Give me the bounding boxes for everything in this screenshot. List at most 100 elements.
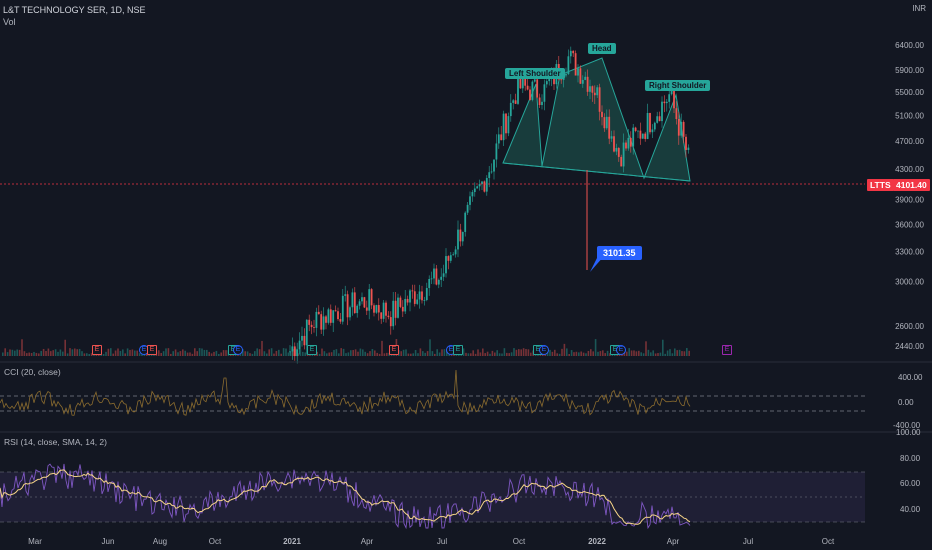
volume-bar: [278, 349, 280, 356]
volume-bar: [218, 353, 220, 356]
volume-bar: [71, 349, 74, 356]
candle-body: [665, 101, 668, 104]
volume-bar: [198, 348, 201, 356]
candle-body: [493, 159, 495, 172]
volume-bar: [105, 351, 107, 356]
volume-bar: [76, 349, 78, 356]
candle-body: [632, 127, 635, 147]
candle-body: [363, 297, 366, 308]
price-tick-5: 4700.00: [895, 137, 924, 146]
candle-body: [365, 307, 368, 311]
volume-bar: [654, 353, 657, 356]
candle-body: [409, 290, 411, 303]
left-shoulder-label[interactable]: Left Shoulder: [505, 68, 565, 79]
volume-bar: [258, 349, 261, 356]
candle-body: [634, 127, 637, 131]
event-marker[interactable]: E: [147, 345, 157, 355]
volume-bar: [602, 350, 604, 356]
volume-bar: [201, 348, 203, 356]
event-marker[interactable]: E: [722, 345, 732, 355]
volume-bar: [484, 353, 486, 356]
candle-body: [488, 172, 491, 179]
volume-bar: [263, 351, 266, 356]
candle-body: [481, 181, 483, 185]
volume-bar: [326, 353, 328, 356]
event-marker[interactable]: E: [92, 345, 102, 355]
candle-body: [517, 73, 519, 104]
candle-body: [425, 288, 428, 301]
volume-bar: [40, 350, 42, 356]
volume-bar: [88, 353, 90, 356]
event-marker[interactable]: E: [453, 345, 463, 355]
volume-bar: [599, 351, 602, 356]
volume-bar: [518, 349, 520, 356]
candle-body: [622, 142, 625, 167]
time-tick-7: Oct: [513, 537, 526, 546]
volume-bar: [352, 350, 354, 356]
volume-bar: [383, 353, 386, 356]
candle-body: [610, 136, 613, 139]
volume-bar: [597, 351, 599, 356]
volume-bar: [64, 339, 66, 356]
event-marker[interactable]: E: [307, 345, 317, 355]
candle-body: [574, 53, 577, 76]
candle-body: [320, 314, 323, 330]
price-tick-4: 5100.00: [895, 112, 924, 121]
volume-bar: [666, 350, 669, 356]
candle-body: [380, 312, 383, 319]
rsi-tick-60: 60.00: [900, 479, 921, 488]
volume-bar: [30, 352, 33, 356]
target-callout-pointer: [590, 256, 604, 272]
candle-body: [298, 340, 301, 350]
time-tick-10: Jul: [743, 537, 753, 546]
candle-body: [445, 256, 447, 274]
volume-bar: [652, 350, 654, 356]
volume-bar: [551, 351, 554, 356]
candle-body: [685, 136, 687, 150]
candle-body: [435, 268, 438, 285]
candle-body: [586, 76, 589, 92]
volume-bar: [54, 349, 57, 356]
target-price-label[interactable]: 3101.35: [597, 246, 642, 260]
right-shoulder-label[interactable]: Right Shoulder: [645, 80, 711, 91]
volume-bar: [268, 349, 270, 356]
candle-body: [373, 305, 375, 313]
event-marker[interactable]: E: [616, 345, 626, 355]
volume-bar: [330, 352, 333, 356]
time-tick-11: Oct: [822, 537, 835, 546]
volume-bar: [434, 353, 436, 356]
head-label[interactable]: Head: [588, 43, 616, 54]
volume-bar: [114, 350, 117, 356]
price-tick-2: 5900.00: [895, 66, 924, 75]
candle-body: [401, 306, 404, 312]
candle-body: [572, 50, 575, 54]
event-marker[interactable]: E: [233, 345, 243, 355]
candle-body: [529, 89, 531, 100]
volume-bar: [669, 349, 671, 356]
candle-body: [322, 316, 325, 330]
price-tick-11: 2600.00: [895, 322, 924, 331]
volume-bar: [45, 350, 47, 356]
candle-body: [682, 121, 685, 137]
currency-label: INR: [912, 4, 926, 13]
event-marker[interactable]: E: [539, 345, 549, 355]
volume-bar: [568, 353, 570, 356]
head-shoulders-pattern[interactable]: [502, 57, 691, 182]
volume-bar: [167, 348, 170, 356]
volume-bar: [376, 352, 378, 356]
volume-bar: [448, 353, 450, 356]
candle-body: [509, 102, 512, 117]
volume-bar: [4, 348, 6, 356]
rsi-line: [0, 463, 691, 530]
volume-bar: [196, 351, 198, 356]
time-tick-5: Apr: [361, 537, 374, 546]
event-marker[interactable]: E: [389, 345, 399, 355]
candle-body: [454, 249, 457, 255]
rsi-ma-line: [0, 469, 691, 525]
volume-bar: [436, 349, 438, 356]
volume-bar: [242, 349, 244, 356]
volume-bar: [594, 339, 597, 356]
candle-body: [325, 316, 327, 323]
volume-bar: [282, 348, 285, 356]
